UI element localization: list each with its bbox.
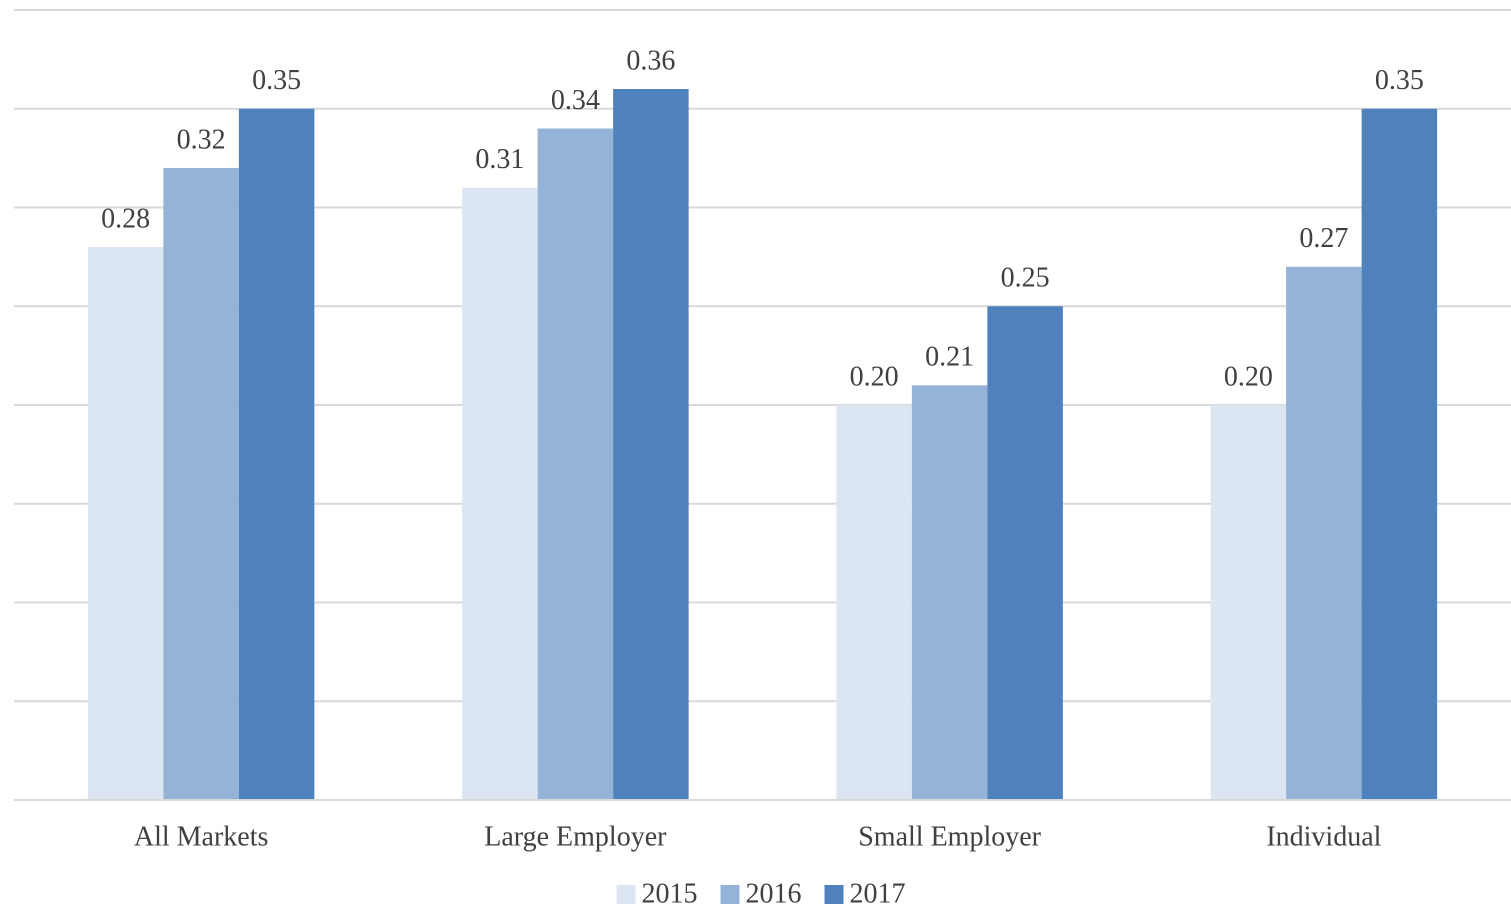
data-label: 0.25 (1001, 263, 1050, 294)
data-label: 0.34 (551, 85, 600, 116)
legend-swatch (616, 885, 636, 904)
legend-swatch (720, 885, 740, 904)
bar (911, 385, 988, 800)
data-label: 0.28 (101, 203, 150, 234)
data-label: 0.35 (252, 65, 301, 96)
legend-swatch (824, 885, 844, 904)
bar (836, 405, 912, 800)
bar (1361, 108, 1438, 800)
bar (238, 108, 315, 800)
x-tick-label: Large Employer (484, 821, 667, 852)
legend-label: 2017 (850, 878, 906, 909)
data-label: 0.31 (475, 144, 524, 175)
data-label: 0.20 (850, 361, 899, 392)
bar (613, 89, 689, 800)
x-tick-label: All Markets (134, 821, 269, 852)
bar (537, 128, 614, 800)
data-label: 0.36 (626, 45, 675, 76)
data-label: 0.32 (177, 124, 226, 155)
x-tick-label: Individual (1266, 821, 1381, 852)
data-label: 0.21 (925, 342, 974, 373)
bar (1210, 405, 1287, 800)
x-tick-label: Small Employer (858, 821, 1041, 852)
bar (987, 306, 1063, 800)
legend-label: 2015 (642, 878, 698, 909)
bar (87, 247, 164, 800)
data-label: 0.27 (1299, 223, 1348, 254)
bar (1286, 266, 1362, 800)
bar (163, 168, 239, 800)
bar (462, 187, 538, 800)
legend-label: 2016 (746, 878, 802, 909)
data-label: 0.20 (1224, 361, 1273, 392)
data-label: 0.35 (1375, 65, 1424, 96)
